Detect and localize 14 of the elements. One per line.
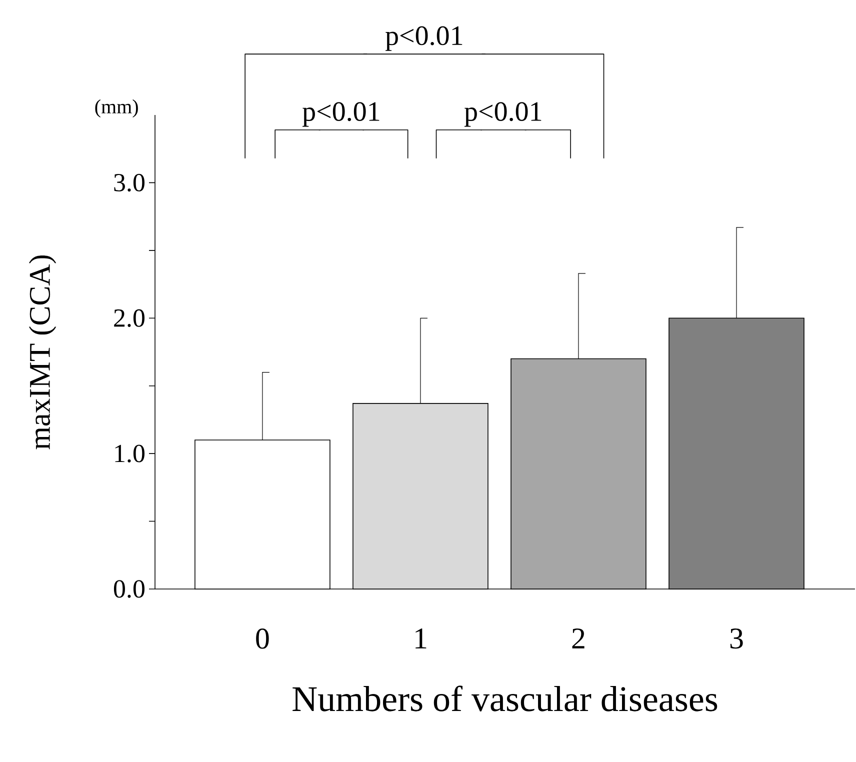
annotation: p<0.01 [302,102,380,127]
x-axis-title: Numbers of vascular diseases [292,686,718,712]
text: p<0.01 [385,26,462,51]
y-tick-label: 1.0 [115,444,144,462]
x-tick-label: 1 [416,628,426,648]
annotation: p<0.01 [464,102,542,127]
x-tick-label: 2 [572,628,584,648]
x-tick-label: 0 [256,628,269,649]
y-tick-label: 0.0 [114,580,144,598]
y-axis-title: maxIMT (CCA) [28,255,56,450]
y-tick-label: 3.0 [114,174,144,192]
x-tick-label: 3 [730,628,743,649]
text: (mm) [95,99,138,118]
y-tick-label: 2.0 [114,309,144,327]
